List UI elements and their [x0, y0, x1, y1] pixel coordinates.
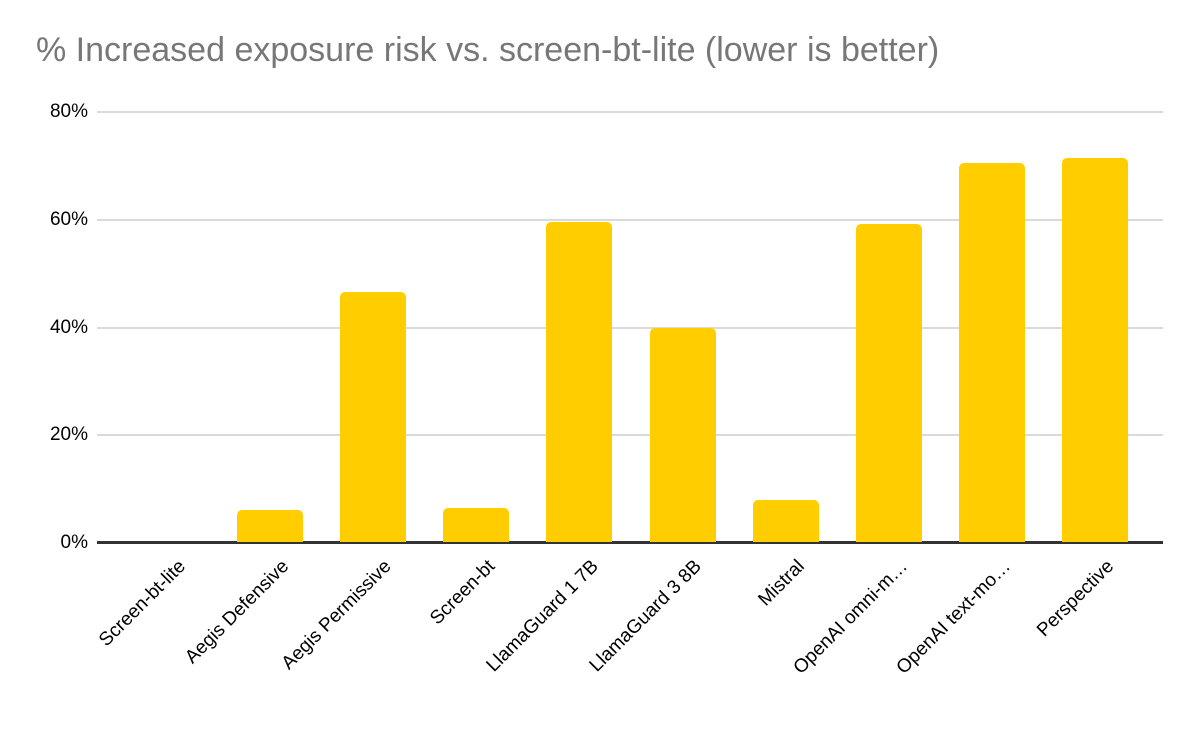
x-axis-category-label: Perspective — [1033, 556, 1119, 642]
bar — [546, 222, 613, 542]
x-axis-slot: Perspective — [1033, 556, 1147, 726]
bar-slot — [115, 112, 218, 542]
bar-slot — [734, 112, 837, 542]
bar — [1062, 157, 1129, 542]
x-axis-slot: OpenAI text-mo… — [893, 556, 1044, 726]
bar — [236, 509, 303, 542]
bar — [959, 162, 1026, 542]
chart-title: % Increased exposure risk vs. screen-bt-… — [36, 31, 940, 69]
bar — [856, 223, 923, 542]
bar-slot — [321, 112, 424, 542]
bar-slot — [941, 112, 1044, 542]
bar-slot — [528, 112, 631, 542]
bar-slot — [218, 112, 321, 542]
bar-slot — [837, 112, 940, 542]
x-axis-category-label: Screen-bt — [425, 556, 500, 630]
gridline — [97, 218, 1163, 221]
bar-slot — [1044, 112, 1147, 542]
bar — [443, 507, 510, 542]
y-axis-tick-label: 60% — [49, 208, 88, 230]
gridline — [97, 326, 1163, 329]
bar — [752, 499, 819, 542]
x-axis: Screen-bt-lite Aegis Defensive Aegis Permi… — [95, 556, 1147, 726]
x-axis-baseline — [97, 541, 1163, 544]
bar-slot — [631, 112, 734, 542]
x-axis-slot: Aegis Permissive — [278, 556, 424, 726]
y-axis-tick-label: 80% — [49, 101, 88, 122]
y-axis-tick-label: 40% — [49, 316, 88, 338]
bar — [340, 291, 406, 542]
plot-area — [97, 111, 1163, 544]
y-axis-tick-label: 0% — [60, 532, 88, 553]
bar-series — [115, 112, 1147, 542]
bar — [649, 327, 716, 542]
bar-slot — [425, 112, 528, 542]
x-axis-category-label: Screen-bt-lite — [94, 556, 190, 651]
x-axis-category-label: Mistral — [754, 556, 809, 611]
y-axis-tick-label: 20% — [49, 424, 88, 446]
x-axis-slot: LlamaGuard 3 8B — [585, 556, 734, 726]
gridline — [97, 111, 1163, 113]
gridline — [97, 434, 1163, 437]
